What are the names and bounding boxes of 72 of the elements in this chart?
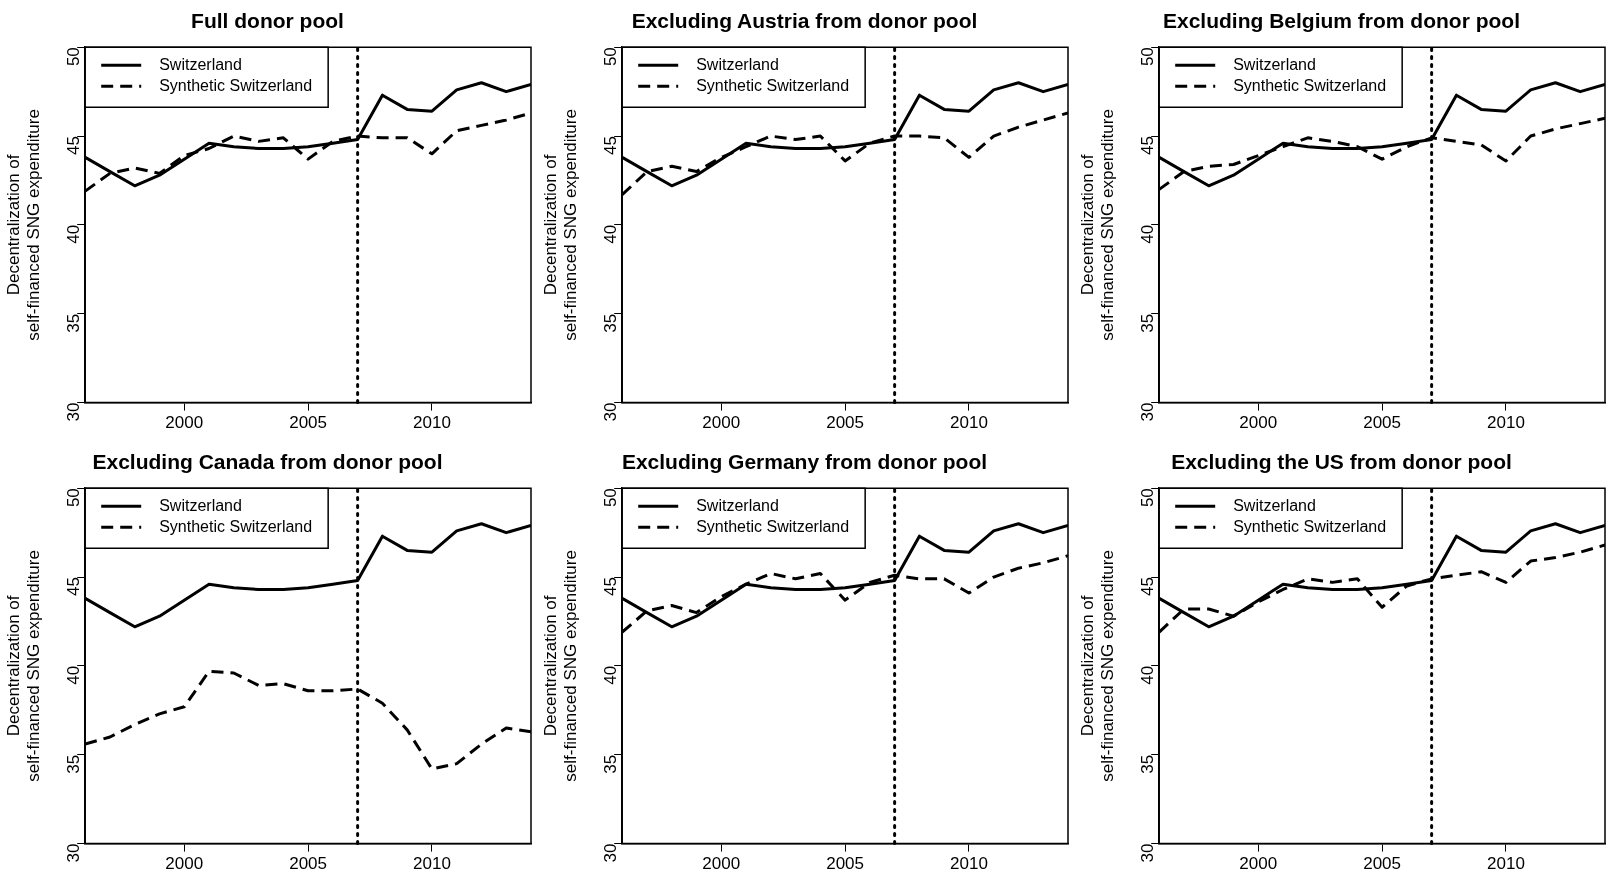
y-tick-label: 45: [63, 577, 83, 596]
y-tick-label: 30: [63, 843, 83, 863]
y-axis-title: Decentralization of self-financed SNG expenditure: [1077, 550, 1118, 782]
legend-label: Switzerland: [159, 55, 242, 73]
y-tick-label: 50: [1137, 47, 1157, 67]
y-axis-title: Decentralization of self-financed SNG expenditure: [3, 109, 44, 341]
y-tick-label: 35: [1137, 754, 1157, 774]
x-tick-label: 2010: [950, 413, 988, 433]
y-tick-label: 50: [63, 488, 83, 508]
chart-title: Excluding Belgium from donor pool: [1163, 9, 1520, 33]
y-tick-label: 40: [600, 224, 620, 244]
y-tick-label: 40: [1137, 224, 1157, 244]
x-tick-label: 2000: [1239, 413, 1278, 433]
y-tick-label: 45: [63, 136, 83, 155]
chart-title: Excluding Germany from donor pool: [621, 450, 988, 474]
x-tick-label: 2005: [289, 413, 328, 433]
x-tick-label: 2005: [1363, 413, 1402, 433]
x-tick-label: 2000: [702, 854, 741, 874]
y-axis-title: Decentralization of self-financed SNG expenditure: [3, 550, 44, 782]
legend-label: Switzerland: [1233, 496, 1316, 514]
chart-title: Full donor pool: [191, 9, 344, 33]
legend-label: Synthetic Switzerland: [159, 76, 313, 94]
y-tick-label: 30: [600, 402, 620, 422]
y-tick-label: 35: [600, 754, 620, 774]
legend-label: Synthetic Switzerland: [1233, 76, 1387, 94]
y-tick-label: 50: [1137, 488, 1157, 508]
legend-label: Switzerland: [696, 55, 779, 73]
chart-title: Excluding the US from donor pool: [1171, 450, 1512, 474]
legend-label: Switzerland: [1233, 55, 1316, 73]
x-tick-label: 2010: [1487, 413, 1525, 433]
y-tick-label: 40: [1137, 665, 1157, 685]
x-tick-label: 2000: [165, 854, 204, 874]
legend-label: Switzerland: [159, 496, 242, 514]
y-tick-label: 35: [1137, 313, 1157, 333]
y-tick-label: 35: [63, 313, 83, 333]
x-tick-label: 2005: [826, 413, 865, 433]
y-axis-title: Decentralization of self-financed SNG expenditure: [540, 550, 581, 782]
y-tick-label: 40: [63, 224, 83, 244]
y-axis-title: Decentralization of self-financed SNG expenditure: [1077, 109, 1118, 341]
x-tick-label: 2010: [413, 413, 451, 433]
legend-label: Switzerland: [696, 496, 779, 514]
y-tick-label: 45: [600, 577, 620, 596]
x-tick-label: 2000: [165, 413, 204, 433]
legend-label: Synthetic Switzerland: [696, 76, 850, 94]
y-tick-label: 50: [600, 488, 620, 508]
y-tick-label: 40: [600, 665, 620, 685]
y-tick-label: 45: [600, 136, 620, 155]
x-tick-label: 2000: [702, 413, 741, 433]
y-tick-label: 45: [1137, 136, 1157, 155]
y-tick-label: 30: [1137, 843, 1157, 863]
chart-title: Excluding Austria from donor pool: [631, 9, 978, 33]
y-axis-title: Decentralization of self-financed SNG expenditure: [540, 109, 581, 341]
x-tick-label: 2005: [1363, 854, 1402, 874]
x-tick-label: 2005: [289, 854, 328, 874]
chart-title: Excluding Canada from donor pool: [92, 450, 443, 474]
legend-label: Synthetic Switzerland: [696, 517, 850, 535]
y-tick-label: 50: [600, 47, 620, 67]
x-tick-label: 2005: [826, 854, 865, 874]
legend-label: Synthetic Switzerland: [159, 517, 313, 535]
x-tick-label: 2010: [1487, 854, 1525, 874]
y-tick-label: 40: [63, 665, 83, 685]
x-tick-label: 2010: [950, 854, 988, 874]
y-tick-label: 30: [1137, 402, 1157, 422]
y-tick-label: 45: [1137, 577, 1157, 596]
y-tick-label: 30: [63, 402, 83, 422]
legend-label: Synthetic Switzerland: [1233, 517, 1387, 535]
x-tick-label: 2010: [413, 854, 451, 874]
x-tick-label: 2000: [1239, 854, 1278, 874]
y-tick-label: 50: [63, 47, 83, 67]
y-tick-label: 30: [600, 843, 620, 863]
y-tick-label: 35: [63, 754, 83, 774]
y-tick-label: 35: [600, 313, 620, 333]
